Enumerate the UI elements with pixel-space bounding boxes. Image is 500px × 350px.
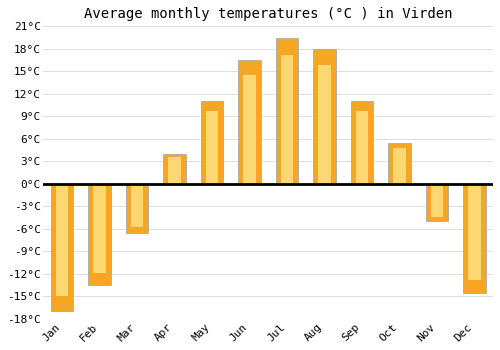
Bar — [393, 147, 406, 184]
Bar — [168, 158, 181, 184]
Title: Average monthly temperatures (°C ) in Virden: Average monthly temperatures (°C ) in Vi… — [84, 7, 452, 21]
Bar — [126, 184, 148, 233]
Bar — [426, 184, 448, 221]
Bar — [56, 184, 68, 296]
Bar — [350, 101, 373, 184]
Bar — [131, 184, 143, 227]
Bar — [201, 101, 224, 184]
Bar — [318, 65, 330, 184]
Bar — [468, 184, 480, 280]
Bar — [244, 75, 256, 184]
Bar — [313, 49, 336, 184]
Bar — [463, 184, 485, 293]
Bar — [356, 111, 368, 184]
Bar — [94, 184, 106, 273]
Bar — [388, 142, 410, 184]
Bar — [164, 154, 186, 184]
Bar — [238, 60, 261, 184]
Bar — [281, 55, 293, 184]
Bar — [430, 184, 443, 217]
Bar — [88, 184, 111, 285]
Bar — [206, 111, 218, 184]
Bar — [51, 184, 74, 312]
Bar — [276, 37, 298, 184]
